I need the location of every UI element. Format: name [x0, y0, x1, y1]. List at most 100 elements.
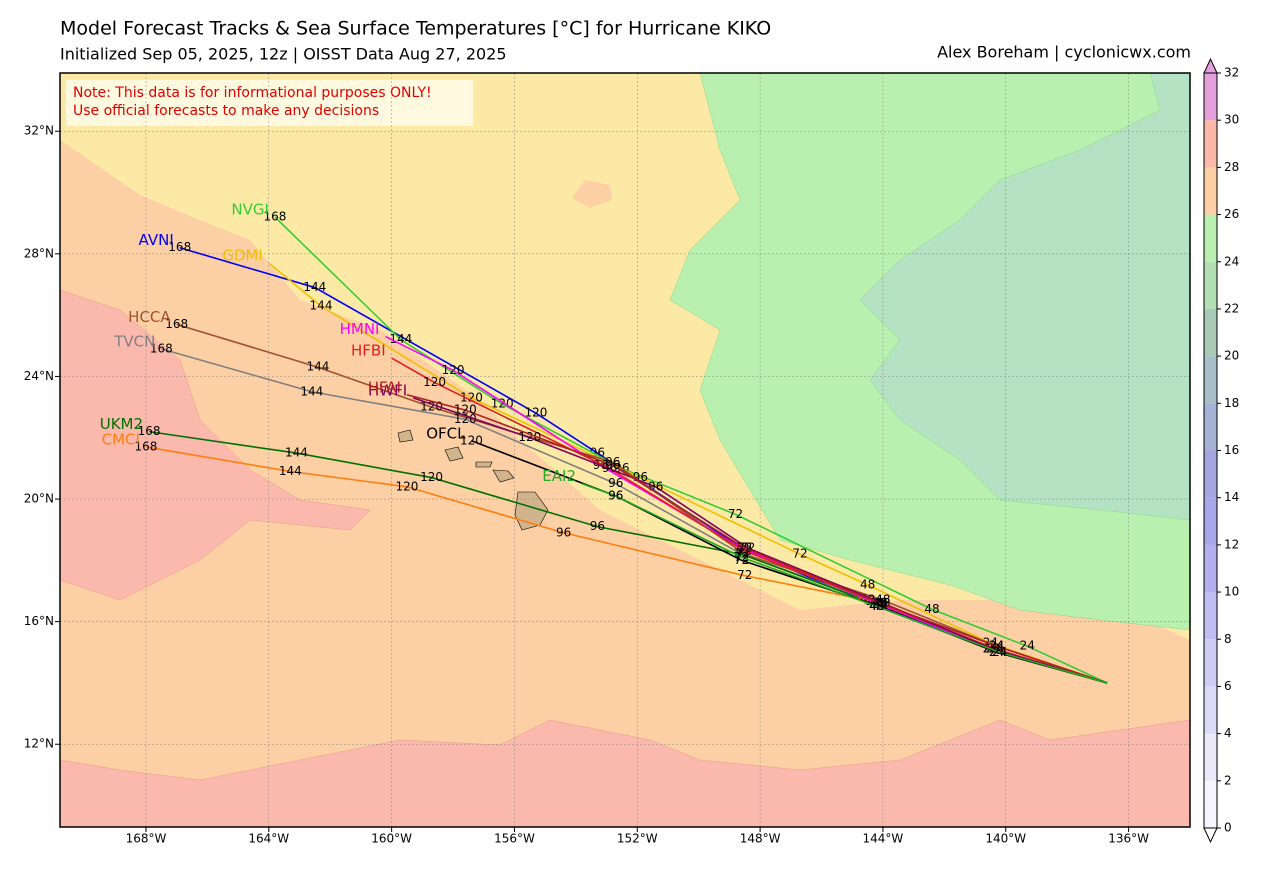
- forecast-hour: 72: [734, 550, 749, 564]
- y-tick-label: 28°N: [24, 246, 54, 260]
- y-tick-label: 24°N: [24, 369, 54, 383]
- map-frame: [59, 72, 1191, 828]
- forecast-hour: 96: [590, 519, 605, 533]
- track-name: OFCL: [426, 424, 466, 442]
- forecast-hour: 72: [737, 544, 752, 558]
- colorbar-tick-label: 8: [1224, 632, 1232, 646]
- colorbar-segment: [1204, 403, 1217, 451]
- credit: Alex Boreham | cyclonicwx.com: [937, 43, 1191, 62]
- x-tick-label: 144°W: [863, 832, 904, 846]
- forecast-hour: 96: [605, 455, 620, 469]
- forecast-hour: 144: [303, 280, 326, 294]
- colorbar-segment: [1204, 780, 1217, 828]
- forecast-hour: 72: [737, 541, 752, 555]
- colorbar-tick-label: 10: [1224, 585, 1239, 599]
- colorbar-extend: [1203, 57, 1218, 74]
- forecast-hour: 72: [737, 568, 752, 582]
- track-line: [391, 357, 1108, 684]
- colorbar-tick-label: 12: [1224, 537, 1239, 551]
- y-tick-label: 12°N: [24, 737, 54, 751]
- colorbar-tick-label: 24: [1224, 254, 1239, 268]
- sst-field: [60, 73, 1190, 827]
- island: [492, 469, 515, 483]
- forecast-hour: 144: [300, 384, 323, 398]
- forecast-hour: 144: [310, 298, 333, 312]
- colorbar-segment: [1204, 214, 1217, 262]
- forecast-hour: 48: [860, 577, 875, 591]
- sst-region: [60, 289, 371, 601]
- forecast-hour: 120: [491, 397, 514, 411]
- colorbar-segment: [1204, 639, 1217, 687]
- forecast-hour: 120: [396, 479, 419, 493]
- track-name: HMNI: [340, 320, 380, 338]
- colorbar-tick-label: 14: [1224, 490, 1239, 504]
- x-tick-label: 156°W: [494, 832, 535, 846]
- track-name: UKM2: [100, 415, 143, 433]
- colorbar-segment: [1204, 686, 1217, 734]
- forecast-hour: 144: [279, 464, 302, 478]
- forecast-hour: 96: [556, 525, 571, 539]
- colorbar-segment: [1204, 167, 1217, 215]
- track-name: CMCI: [102, 430, 140, 448]
- forecast-hour: 144: [285, 446, 308, 460]
- x-tick-label: 148°W: [740, 832, 781, 846]
- island: [397, 429, 414, 443]
- colorbar-tick-label: 28: [1224, 160, 1239, 174]
- chart-subtitle: Initialized Sep 05, 2025, 12z | OISST Da…: [60, 45, 507, 64]
- colorbar-extend: [1203, 827, 1218, 844]
- forecast-hour: 120: [460, 433, 483, 447]
- forecast-hour: 120: [442, 363, 465, 377]
- colorbar-segment: [1204, 497, 1217, 545]
- x-tick-label: 140°W: [985, 832, 1026, 846]
- colorbar-segment: [1204, 261, 1217, 309]
- colorbar-segment: [1204, 592, 1217, 640]
- forecast-hour: 96: [605, 458, 620, 472]
- forecast-hour: 24: [1020, 639, 1035, 653]
- track-name: HFAI: [368, 378, 401, 396]
- forecast-hour: 96: [608, 476, 623, 490]
- x-tick-label: 168°W: [126, 832, 167, 846]
- colorbar-tick-label: 30: [1224, 113, 1239, 127]
- forecast-hour: 72: [728, 507, 743, 521]
- colorbar-tick-label: 2: [1224, 773, 1232, 787]
- chart-title: Model Forecast Tracks & Sea Surface Temp…: [60, 18, 771, 40]
- colorbar-tick-label: 4: [1224, 726, 1232, 740]
- track-name: TVCN: [113, 332, 155, 350]
- note-box: [66, 80, 473, 126]
- forecast-hour: 144: [389, 332, 412, 346]
- forecast-hour: 96: [648, 479, 663, 493]
- forecast-hour: 168: [165, 317, 188, 331]
- sst-region: [60, 719, 1190, 827]
- track-line: [406, 394, 1108, 684]
- track-line: [274, 216, 1108, 684]
- forecast-hour: 168: [168, 240, 191, 254]
- forecast-hour: 96: [602, 461, 617, 475]
- forecast-hour: 168: [263, 210, 286, 224]
- x-tick-label: 136°W: [1108, 832, 1149, 846]
- track-name: HWFI: [368, 381, 407, 399]
- colorbar-segment: [1204, 733, 1217, 781]
- track-line: [268, 262, 1108, 684]
- track-name: AVNI: [139, 231, 174, 249]
- forecast-hour: 120: [454, 412, 477, 426]
- track-name: HCCA: [128, 308, 171, 326]
- y-tick-label: 32°N: [24, 124, 54, 138]
- colorbar-segment: [1204, 73, 1217, 121]
- x-tick-label: 152°W: [617, 832, 658, 846]
- sst-region: [572, 180, 612, 208]
- island: [475, 461, 493, 468]
- forecast-hour: 120: [460, 390, 483, 404]
- x-tick-label: 160°W: [371, 832, 412, 846]
- colorbar-tick-label: 26: [1224, 207, 1239, 221]
- colorbar-tick-label: 20: [1224, 349, 1239, 363]
- colorbar-segment: [1204, 308, 1217, 357]
- colorbar-tick-label: 6: [1224, 679, 1232, 693]
- forecast-hour: 48: [924, 602, 939, 616]
- note: Note: This data is for informational pur…: [73, 85, 432, 101]
- forecast-hour: 72: [734, 553, 749, 567]
- colorbar-tick-label: 0: [1224, 821, 1232, 835]
- note: Use official forecasts to make any decis…: [73, 103, 379, 119]
- y-tick-label: 20°N: [24, 492, 54, 506]
- forecast-hour: 120: [420, 470, 443, 484]
